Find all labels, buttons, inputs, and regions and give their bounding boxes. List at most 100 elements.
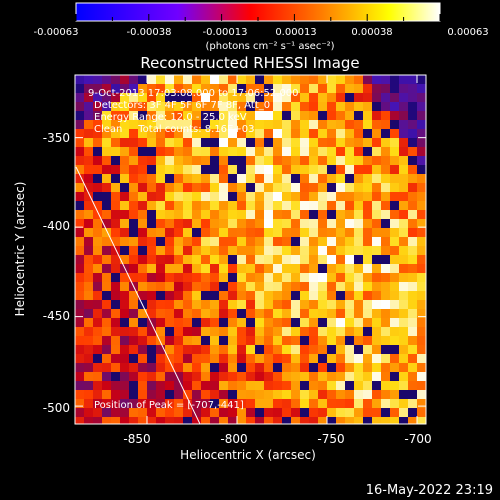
heatmap-cell	[390, 246, 400, 256]
heatmap-cell	[309, 147, 319, 157]
heatmap-cell	[156, 399, 166, 409]
heatmap-cell	[156, 111, 166, 121]
heatmap-cell	[192, 336, 202, 346]
heatmap-cell	[354, 390, 364, 400]
heatmap-cell	[165, 363, 175, 373]
heatmap-cell	[327, 120, 337, 130]
heatmap-cell	[84, 372, 94, 382]
heatmap-cell	[237, 138, 247, 148]
heatmap-cell	[93, 354, 103, 364]
heatmap-cell	[417, 399, 426, 409]
heatmap-cell	[129, 354, 139, 364]
heatmap-cell	[354, 399, 364, 409]
heatmap-cell	[93, 156, 103, 166]
heatmap-cell	[318, 318, 328, 328]
heatmap-cell	[192, 282, 202, 292]
heatmap-cell	[390, 237, 400, 247]
heatmap-cell	[417, 309, 426, 319]
heatmap-cell	[111, 318, 121, 328]
heatmap-cell	[93, 165, 103, 175]
heatmap-cell	[273, 255, 283, 265]
heatmap-cell	[318, 381, 328, 391]
heatmap-cell	[138, 111, 148, 121]
heatmap-cell	[183, 120, 193, 130]
y-axis-label: Heliocentric Y (arcsec)	[13, 182, 27, 317]
heatmap-cell	[282, 399, 292, 409]
heatmap-cell	[156, 345, 166, 355]
heatmap-cell	[129, 102, 139, 112]
heatmap-cell	[399, 219, 409, 229]
heatmap-cell	[102, 363, 112, 373]
heatmap-cell	[372, 129, 382, 139]
heatmap-cell	[300, 381, 310, 391]
heatmap-cell	[165, 228, 175, 238]
heatmap-cell	[417, 273, 426, 283]
heatmap-cell	[84, 219, 94, 229]
heatmap-cell	[336, 417, 346, 424]
heatmap-cell	[147, 147, 157, 157]
heatmap-cell	[84, 309, 94, 319]
heatmap-cell	[201, 111, 211, 121]
heatmap-cell	[120, 156, 130, 166]
y-tick-label: -350	[43, 131, 70, 145]
heatmap-cell	[390, 75, 400, 85]
heatmap-cell	[102, 408, 112, 418]
heatmap-cell	[372, 282, 382, 292]
heatmap-cell	[327, 183, 337, 193]
heatmap-cell	[291, 408, 301, 418]
heatmap-cell	[309, 102, 319, 112]
heatmap-cell	[147, 75, 157, 85]
heatmap-cell	[399, 282, 409, 292]
heatmap-cell	[138, 228, 148, 238]
heatmap-cell	[156, 201, 166, 211]
colorbar-ticks	[75, 14, 441, 21]
heatmap-cell	[84, 300, 94, 310]
heatmap-cell	[363, 138, 373, 148]
heatmap-cell	[264, 174, 274, 184]
heatmap-cell	[237, 219, 247, 229]
heatmap-cell	[201, 228, 211, 238]
heatmap-cell	[336, 309, 346, 319]
heatmap-cell	[300, 246, 310, 256]
heatmap-cell	[75, 327, 85, 337]
heatmap-cell	[327, 273, 337, 283]
heatmap-cell	[111, 192, 121, 202]
heatmap-cell	[318, 354, 328, 364]
heatmap-cell	[192, 300, 202, 310]
heatmap-cell	[372, 183, 382, 193]
heatmap-cell	[273, 219, 283, 229]
heatmap-cell	[192, 75, 202, 85]
heatmap-cell	[192, 228, 202, 238]
heatmap-cell	[381, 417, 391, 424]
heatmap-cell	[174, 201, 184, 211]
heatmap-cell	[156, 408, 166, 418]
heatmap-cell	[381, 174, 391, 184]
heatmap-cell	[255, 102, 265, 112]
heatmap-cell	[345, 246, 355, 256]
heatmap-cell	[381, 291, 391, 301]
heatmap-cell	[192, 201, 202, 211]
heatmap-cell	[219, 399, 229, 409]
heatmap-cell	[300, 120, 310, 130]
heatmap-cell	[345, 282, 355, 292]
heatmap-cell	[138, 399, 148, 409]
heatmap-cell	[336, 138, 346, 148]
heatmap-cell	[390, 228, 400, 238]
heatmap-cell	[381, 309, 391, 319]
heatmap-cell	[318, 300, 328, 310]
heatmap-cell	[363, 399, 373, 409]
heatmap-cell	[192, 273, 202, 283]
heatmap-cell	[174, 120, 184, 130]
heatmap-cell	[165, 273, 175, 283]
heatmap-cell	[255, 309, 265, 319]
heatmap-cell	[354, 129, 364, 139]
heatmap-cell	[246, 399, 256, 409]
heatmap-cell	[264, 318, 274, 328]
heatmap-cell	[264, 300, 274, 310]
heatmap-cell	[156, 156, 166, 166]
heatmap-cell	[174, 255, 184, 265]
heatmap-cell	[111, 282, 121, 292]
heatmap-cell	[300, 390, 310, 400]
heatmap-cell	[147, 408, 157, 418]
heatmap-cell	[84, 237, 94, 247]
